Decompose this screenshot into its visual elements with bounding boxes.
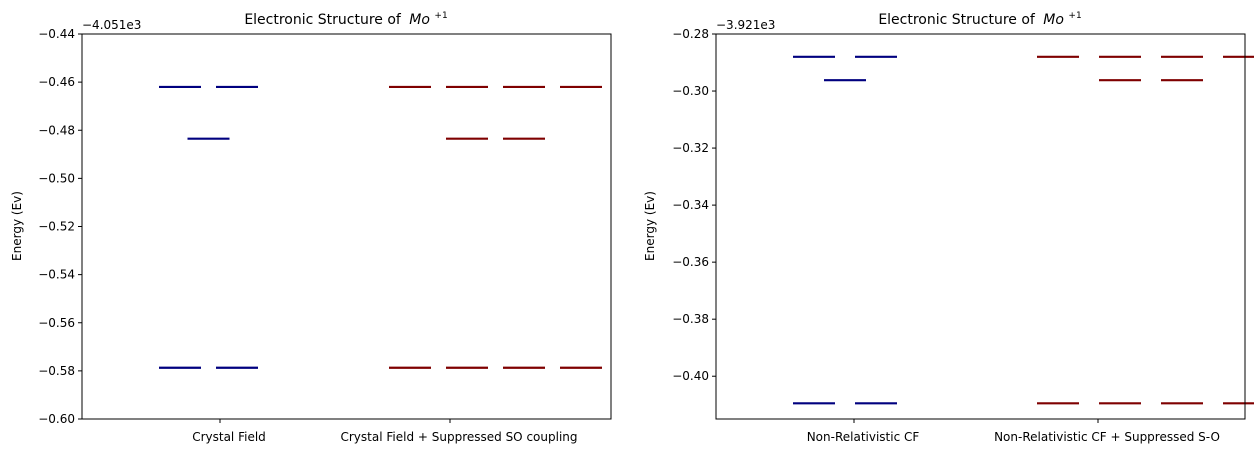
- y-tick-label: −0.36: [672, 255, 709, 269]
- left-plot-frame: [81, 33, 612, 420]
- x-tick-label: Non-Relativistic CF: [807, 430, 920, 444]
- y-tick-label: −0.32: [672, 141, 709, 155]
- right-y-offset-text: −3.921e3: [716, 18, 775, 32]
- y-tick-label: −0.34: [672, 198, 709, 212]
- left-chart-title: Electronic Structure of Mo +1: [244, 11, 447, 28]
- x-tick-label: Crystal Field: [192, 430, 266, 444]
- left-energy-levels: [159, 85, 602, 369]
- left-chart-panel: Electronic Structure of Mo +1 −4.051e3 E…: [10, 11, 612, 444]
- y-tick-label: −0.46: [38, 75, 75, 89]
- right-chart-title: Electronic Structure of Mo +1: [878, 11, 1081, 28]
- y-tick-label: −0.48: [38, 123, 75, 137]
- y-tick-label: −0.44: [38, 27, 75, 41]
- y-tick-label: −0.28: [672, 27, 709, 41]
- left-y-offset-text: −4.051e3: [82, 18, 141, 32]
- right-x-ticks: Non-Relativistic CF Non-Relativistic CF +…: [807, 419, 1220, 444]
- right-y-axis-label: Energy (Ev): [643, 191, 657, 261]
- left-x-ticks: Crystal Field Crystal Field + Suppressed …: [192, 419, 578, 444]
- right-chart-panel: Electronic Structure of Mo +1 −3.921e3 E…: [643, 11, 1254, 444]
- y-tick-label: −0.38: [672, 312, 709, 326]
- left-y-axis-label: Energy (Ev): [10, 191, 24, 261]
- right-y-ticks: −0.28 −0.30 −0.32 −0.34 −0.36 −0.38 −0.40: [672, 27, 716, 383]
- x-tick-label: Crystal Field + Suppressed SO coupling: [340, 430, 577, 444]
- y-tick-label: −0.54: [38, 268, 75, 282]
- y-tick-label: −0.40: [672, 369, 709, 383]
- x-tick-label: Non-Relativistic CF + Suppressed S-O: [994, 430, 1220, 444]
- right-plot-frame: [715, 33, 1246, 420]
- y-tick-label: −0.52: [38, 220, 75, 234]
- y-tick-label: −0.56: [38, 316, 75, 330]
- left-y-ticks: −0.44 −0.46 −0.48 −0.50 −0.52 −0.54 −0.56 −0.58…: [38, 27, 82, 426]
- y-tick-label: −0.50: [38, 171, 75, 185]
- y-tick-label: −0.58: [38, 364, 75, 378]
- y-tick-label: −0.30: [672, 84, 709, 98]
- right-energy-levels: [793, 55, 1254, 405]
- y-tick-label: −0.60: [38, 412, 75, 426]
